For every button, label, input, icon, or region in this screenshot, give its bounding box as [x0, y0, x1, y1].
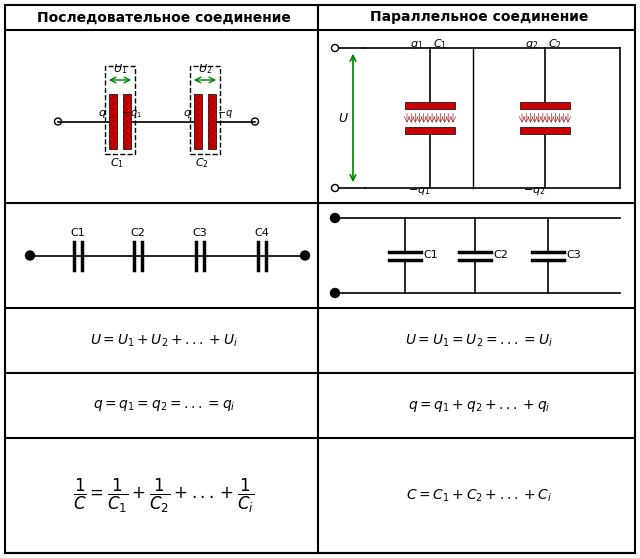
Bar	[520, 102, 570, 109]
Text: C2: C2	[493, 251, 508, 261]
Text: Параллельное соединение: Параллельное соединение	[370, 11, 588, 25]
Text: $C_1$: $C_1$	[110, 156, 124, 170]
Text: $q_2$: $q_2$	[525, 39, 538, 51]
Text: $-q$: $-q$	[217, 108, 233, 119]
Text: C4: C4	[255, 228, 269, 238]
Text: $C_2$: $C_2$	[548, 37, 562, 51]
Text: C3: C3	[193, 228, 207, 238]
Text: $C = C_1 + C_2 + ... + C_i$: $C = C_1 + C_2 + ... + C_i$	[406, 487, 552, 504]
Text: Последовательное соединение: Последовательное соединение	[37, 11, 291, 25]
Text: $-q_1$: $-q_1$	[122, 108, 142, 119]
Text: $-q_1$: $-q_1$	[408, 185, 431, 197]
Circle shape	[26, 251, 35, 260]
Bar	[405, 102, 455, 109]
Circle shape	[330, 288, 339, 297]
Bar	[190, 66, 220, 154]
Text: C1: C1	[423, 251, 438, 261]
Text: C1: C1	[70, 228, 85, 238]
Bar	[405, 127, 455, 134]
Text: C2: C2	[131, 228, 145, 238]
Bar	[123, 94, 131, 149]
Circle shape	[330, 214, 339, 223]
Text: $q$: $q$	[183, 108, 192, 119]
Bar	[208, 94, 216, 149]
Circle shape	[301, 251, 310, 260]
Bar	[520, 127, 570, 134]
Text: C3: C3	[566, 251, 580, 261]
Bar	[105, 66, 135, 154]
Text: $U_1$: $U_1$	[113, 62, 127, 76]
Text: $U = U_1 = U_2 = ... = U_i$: $U = U_1 = U_2 = ... = U_i$	[405, 333, 553, 349]
Text: $q$: $q$	[99, 108, 107, 119]
Text: $q = q_1 + q_2 + ... + q_i$: $q = q_1 + q_2 + ... + q_i$	[408, 397, 550, 413]
Bar	[109, 94, 117, 149]
Text: $q = q_1 = q_2 = ... = q_i$: $q = q_1 = q_2 = ... = q_i$	[93, 398, 236, 413]
Text: $C_2$: $C_2$	[195, 156, 209, 170]
Text: $U$: $U$	[338, 112, 349, 124]
Text: $q_1$: $q_1$	[410, 39, 423, 51]
Text: $U = U_1 + U_2 + ... + U_i$: $U = U_1 + U_2 + ... + U_i$	[90, 333, 238, 349]
Bar	[194, 94, 202, 149]
Text: $\dfrac{1}{C} = \dfrac{1}{C_1} + \dfrac{1}{C_2} + ... + \dfrac{1}{C_i}$: $\dfrac{1}{C} = \dfrac{1}{C_1} + \dfrac{…	[74, 477, 255, 514]
Text: $U_2$: $U_2$	[198, 62, 212, 76]
Text: $C_1$: $C_1$	[433, 37, 447, 51]
Text: $-q_2$: $-q_2$	[523, 185, 545, 197]
